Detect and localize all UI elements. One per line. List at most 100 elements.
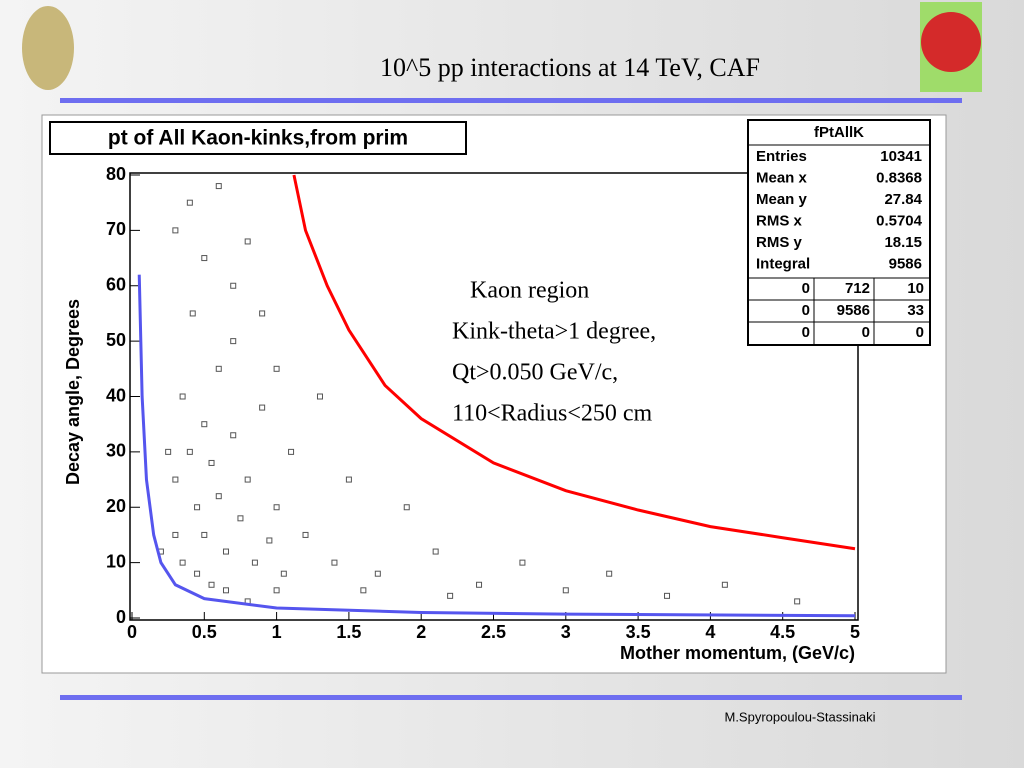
data-box	[172, 531, 179, 538]
annotation-line: Kaon region	[470, 278, 589, 304]
y-tick-label: 80	[106, 164, 126, 184]
stats-value: 18.15	[884, 234, 922, 251]
stats-cell: 10	[907, 280, 924, 297]
data-box	[259, 310, 266, 317]
data-box	[172, 476, 179, 483]
data-box	[222, 587, 229, 594]
annotation-line: Qt>0.050 GeV/c,	[452, 360, 618, 386]
data-box	[266, 537, 273, 544]
data-box	[215, 183, 222, 190]
x-tick-label: 4.5	[770, 622, 795, 642]
curve	[137, 274, 856, 618]
data-box	[201, 531, 208, 538]
y-tick-label: 30	[106, 441, 126, 461]
data-box	[476, 581, 483, 588]
stats-cell: 33	[907, 302, 924, 319]
x-tick-label: 1	[272, 622, 282, 642]
data-box	[201, 255, 208, 262]
data-box	[403, 504, 410, 511]
x-tick-label: 2	[416, 622, 426, 642]
data-box	[447, 592, 454, 599]
data-box	[302, 531, 309, 538]
data-box	[186, 448, 193, 455]
data-box	[360, 587, 367, 594]
top-rule	[60, 98, 962, 103]
stats-cell: 712	[845, 280, 870, 297]
data-box	[194, 570, 201, 577]
data-box	[562, 587, 569, 594]
data-box	[237, 515, 244, 522]
data-box	[244, 476, 251, 483]
y-tick-label: 40	[106, 385, 126, 405]
x-tick-label: 0.5	[192, 622, 217, 642]
data-box	[230, 432, 237, 439]
stats-value: 27.84	[884, 191, 922, 208]
x-tick-label: 4	[705, 622, 715, 642]
data-box	[606, 570, 613, 577]
y-tick-label: 60	[106, 275, 126, 295]
y-tick-label: 50	[106, 330, 126, 350]
x-tick-label: 0	[127, 622, 137, 642]
data-box	[244, 238, 251, 245]
stats-cell: 0	[802, 280, 810, 297]
stats-value: 0.5704	[876, 212, 923, 229]
y-axis-label: Decay angle, Degrees	[63, 299, 83, 485]
data-box	[172, 227, 179, 234]
stats-value: 10341	[880, 148, 922, 165]
x-tick-label: 2.5	[481, 622, 506, 642]
bottom-rule	[60, 695, 962, 700]
y-tick-label: 0	[116, 607, 126, 627]
stats-label: RMS x	[756, 212, 803, 229]
data-box	[165, 448, 172, 455]
x-axis-label: Mother momentum, (GeV/c)	[620, 643, 855, 663]
y-tick-label: 10	[106, 551, 126, 571]
data-box	[215, 493, 222, 500]
data-box	[519, 559, 526, 566]
stats-label: Integral	[756, 255, 810, 272]
stats-cell: 9586	[837, 302, 870, 319]
stats-label: Mean y	[756, 191, 808, 208]
data-box	[273, 504, 280, 511]
annotation-line: Kink-theta>1 degree,	[452, 319, 656, 345]
data-box	[794, 598, 801, 605]
data-box	[664, 592, 671, 599]
stats-name: fPtAllK	[814, 124, 864, 141]
stats-cell: 0	[916, 324, 924, 341]
slide-title: 10^5 pp interactions at 14 TeV, CAF	[380, 53, 760, 82]
title-box	[49, 121, 467, 155]
data-box	[316, 393, 323, 400]
data-box	[208, 581, 215, 588]
data-box	[222, 548, 229, 555]
logo-right-disc	[921, 12, 981, 72]
data-box	[194, 504, 201, 511]
data-box	[259, 404, 266, 411]
data-box	[230, 282, 237, 289]
curve	[292, 174, 856, 551]
stats-cell: 0	[862, 324, 870, 341]
stats-label: RMS y	[756, 234, 803, 251]
stats-cell: 0	[802, 302, 810, 319]
x-tick-label: 3	[561, 622, 571, 642]
data-box	[186, 199, 193, 206]
data-box	[721, 581, 728, 588]
data-box	[201, 421, 208, 428]
annotation-line: 110<Radius<250 cm	[452, 401, 653, 427]
x-tick-label: 1.5	[336, 622, 361, 642]
data-box	[179, 393, 186, 400]
y-tick-label: 20	[106, 496, 126, 516]
data-box	[280, 570, 287, 577]
logo-left	[22, 6, 74, 90]
data-box	[189, 310, 196, 317]
stats-label: Entries	[756, 148, 807, 165]
data-box	[273, 365, 280, 372]
data-box	[208, 459, 215, 466]
x-tick-label: 5	[850, 622, 860, 642]
stats-label: Mean x	[756, 169, 808, 186]
data-box	[273, 587, 280, 594]
data-box	[230, 338, 237, 345]
data-box	[215, 365, 222, 372]
stats-cell: 0	[802, 324, 810, 341]
data-box	[251, 559, 258, 566]
data-box	[331, 559, 338, 566]
